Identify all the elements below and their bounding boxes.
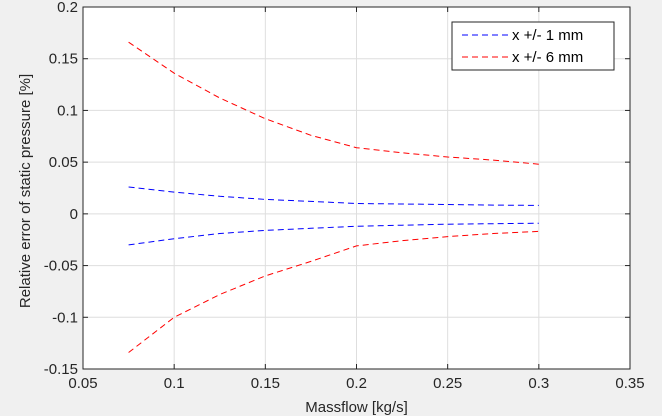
x-tick-label: 0.25 [433, 375, 462, 392]
legend-label-6mm: x +/- 6 mm [512, 49, 583, 66]
y-tick-label: 0.15 [49, 51, 78, 68]
y-tick-label: -0.15 [44, 361, 78, 378]
legend-label-1mm: x +/- 1 mm [512, 27, 583, 44]
y-tick-label: 0 [70, 206, 78, 223]
legend-box [451, 21, 615, 71]
y-tick-label: 0.1 [57, 102, 78, 119]
y-tick-label: 0.05 [49, 154, 78, 171]
axes [82, 6, 631, 370]
x-tick-label: 0.15 [251, 375, 280, 392]
y-axis-label: Relative error of static pressure [%] [17, 74, 34, 308]
legend: x +/- 1 mm x +/- 6 mm [451, 21, 615, 71]
series-line-0 [128, 186, 539, 206]
series-line-2 [128, 41, 539, 165]
x-tick-label: 0.3 [528, 375, 549, 392]
x-axis-label: Massflow [kg/s] [305, 399, 408, 416]
series-line-3 [128, 230, 539, 353]
series-line-1 [128, 222, 539, 246]
y-tick-label: 0.2 [57, 0, 78, 16]
y-tick-label: -0.05 [44, 258, 78, 275]
x-tick-label: 0.35 [615, 375, 644, 392]
tick-labels: 0.05 0.1 0.15 0.2 0.25 0.3 0.35 -0.15 -0.1 -0.05 0… [44, 0, 645, 392]
series-lines [128, 41, 539, 353]
x-tick-label: 0.2 [346, 375, 367, 392]
y-tick-label: -0.1 [52, 309, 78, 326]
x-tick-label: 0.05 [68, 375, 97, 392]
x-tick-label: 0.1 [164, 375, 185, 392]
